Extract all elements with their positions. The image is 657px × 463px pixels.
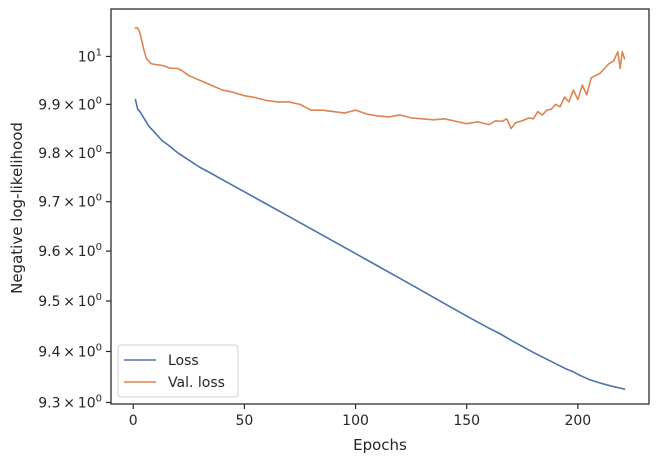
legend-box [117,344,239,398]
y-tick-label: 101 [78,47,102,65]
y-tick-label: 9.3 × 100 [38,393,102,411]
legend-label-val-loss: Val. loss [168,375,225,391]
y-tick-label: 9.5 × 100 [38,292,102,310]
y-tick-label: 9.4 × 100 [38,342,102,360]
y-tick-label: 9.8 × 100 [38,144,102,162]
x-tick-label: 200 [564,413,591,429]
y-axis-ticks: 9.3 × 100 9.4 × 100 9.5 × 100 9.6 × 100 9.7 … [38,47,111,411]
x-tick-label: 150 [453,413,480,429]
x-tick-label: 50 [235,413,253,429]
y-axis-label: Negative log-likelihood [8,122,26,294]
x-tick-label: 100 [342,413,369,429]
y-tick-label: 9.7 × 100 [38,193,102,211]
legend-label-loss: Loss [168,353,199,369]
axes-frame [110,8,650,405]
y-tick-label: 9.9 × 100 [38,95,102,113]
y-tick-label: 9.6 × 100 [38,242,102,260]
x-axis-ticks: 0 50 100 150 200 [129,404,591,429]
series-line-loss [134,98,626,390]
x-axis-label: Epochs [353,436,407,454]
series-layer [134,27,626,390]
series-line-val-loss [134,27,626,130]
legend: Loss Val. loss [117,344,239,398]
x-tick-label: 0 [129,413,138,429]
